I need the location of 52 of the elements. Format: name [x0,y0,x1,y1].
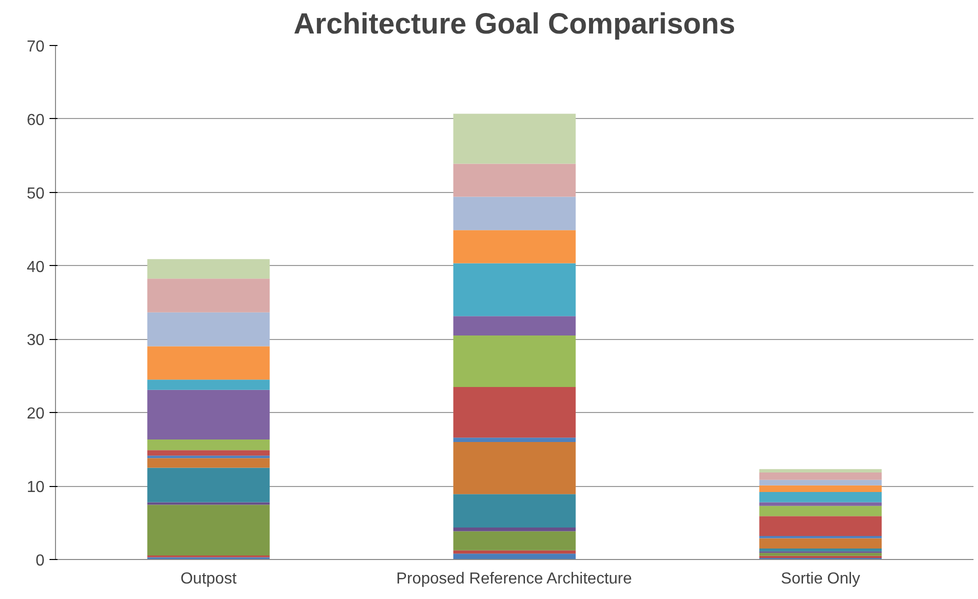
bar [453,494,576,528]
y-tick-label: 60 [26,112,45,129]
bar [147,468,270,502]
bar [147,346,270,380]
bar [759,492,882,502]
bar [759,502,882,506]
x-tick-label: Proposed Reference Architecture [396,570,632,588]
bar [759,485,882,492]
y-tick-label: 70 [26,38,45,56]
bar [759,556,882,558]
bar [453,386,576,438]
bar [147,450,270,456]
bar [147,259,270,279]
bar [759,472,882,480]
bar [453,263,576,316]
bar [759,538,882,548]
y-tick-label: 50 [26,185,45,202]
chart-title: Architecture Goal Comparisons [294,8,736,40]
bar [759,480,882,486]
bar [453,114,576,164]
bar [147,390,270,440]
bar [147,504,270,556]
bar [453,336,576,387]
bar [759,506,882,516]
bar [453,164,576,197]
y-tick-label: 0 [36,552,45,570]
bar [453,316,576,336]
bar [453,442,576,494]
bar [453,528,576,532]
bar [453,531,576,550]
bar [147,439,270,450]
y-tick-label: 40 [26,258,45,276]
bar [147,312,270,346]
bar [453,438,576,442]
bar [147,380,270,390]
bar [147,458,270,468]
bar [453,554,576,560]
bar [453,230,576,264]
bar [147,456,270,458]
y-tick-label: 10 [26,479,45,496]
bar [759,552,882,556]
bar [147,502,270,505]
bar [759,469,882,472]
bar [453,196,576,230]
bar [759,548,882,552]
x-tick-label: Sortie Only [780,570,860,588]
y-tick-label: 30 [26,332,45,350]
bar [453,550,576,554]
y-tick-label: 20 [26,406,45,423]
x-tick-label: Outpost [180,570,238,588]
bar [147,278,270,312]
bar [759,516,882,536]
